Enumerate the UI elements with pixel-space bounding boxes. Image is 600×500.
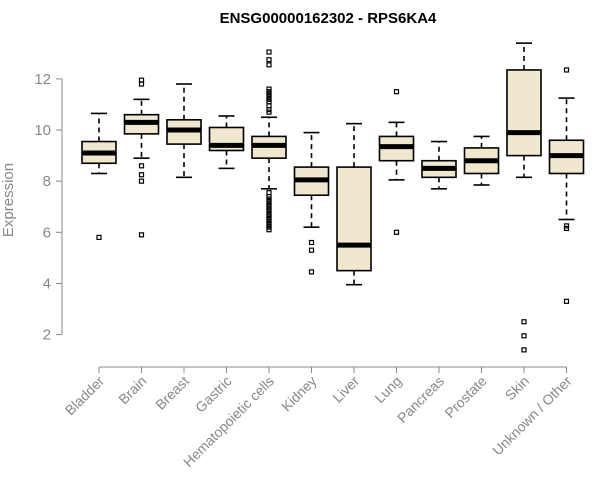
x-tick-label: Breast bbox=[152, 373, 192, 413]
box bbox=[336, 166, 372, 272]
outlier-point bbox=[308, 239, 315, 246]
outlier-point bbox=[521, 333, 527, 339]
outlier-point bbox=[393, 89, 400, 95]
y-tick-label: 4 bbox=[43, 275, 51, 292]
y-axis: 2 4 6 8 10 12 bbox=[34, 71, 63, 344]
outlier-point bbox=[563, 67, 570, 73]
chart-title: ENSG00000162302 - RPS6KA4 bbox=[220, 10, 437, 27]
outlier-point bbox=[393, 229, 400, 235]
box-group bbox=[166, 83, 202, 179]
x-tick-label: Pancreas bbox=[394, 373, 447, 426]
outlier-point bbox=[266, 109, 272, 115]
outlier-point bbox=[96, 234, 102, 241]
outlier-point bbox=[563, 225, 570, 232]
outlier-point bbox=[138, 172, 145, 178]
outlier-point bbox=[563, 298, 570, 304]
outlier-point bbox=[266, 49, 272, 55]
outlier-point bbox=[521, 319, 527, 325]
outlier-point bbox=[266, 227, 272, 233]
box-group bbox=[81, 112, 117, 241]
outlier-point bbox=[138, 232, 145, 238]
box-group bbox=[378, 89, 415, 235]
y-axis-label: Expression bbox=[0, 163, 17, 237]
box-group bbox=[123, 77, 160, 238]
box-group bbox=[208, 115, 245, 170]
outlier-point bbox=[521, 347, 527, 353]
y-tick-label: 10 bbox=[34, 122, 51, 139]
x-tick-label: Brain bbox=[115, 373, 149, 407]
box bbox=[506, 69, 542, 157]
y-tick-label: 2 bbox=[43, 327, 51, 344]
x-tick-label: Unknown / Other bbox=[489, 373, 575, 459]
outlier-point bbox=[266, 62, 272, 68]
outlier-point bbox=[138, 178, 145, 184]
box-group bbox=[293, 131, 330, 275]
box-group bbox=[421, 140, 457, 190]
x-tick-label: Lung bbox=[371, 373, 404, 406]
y-tick-label: 8 bbox=[43, 173, 51, 190]
outlier-point bbox=[138, 81, 145, 87]
y-tick-label: 6 bbox=[43, 224, 51, 241]
outlier-point bbox=[308, 269, 315, 275]
x-tick-label: Liver bbox=[329, 373, 362, 406]
outlier-point bbox=[138, 163, 145, 169]
box-group bbox=[548, 67, 585, 304]
box-group bbox=[506, 42, 542, 353]
x-tick-label: Kidney bbox=[278, 373, 320, 415]
outlier-point bbox=[308, 247, 315, 253]
box-group bbox=[251, 49, 287, 233]
box-group bbox=[463, 135, 500, 186]
plot-area bbox=[81, 42, 585, 353]
x-tick-label: Prostate bbox=[441, 373, 489, 421]
x-tick-label: Bladder bbox=[62, 373, 108, 419]
x-tick-label: Skin bbox=[502, 373, 533, 404]
box-group bbox=[336, 122, 372, 286]
y-tick-label: 12 bbox=[34, 71, 51, 88]
outlier-point bbox=[266, 57, 272, 63]
